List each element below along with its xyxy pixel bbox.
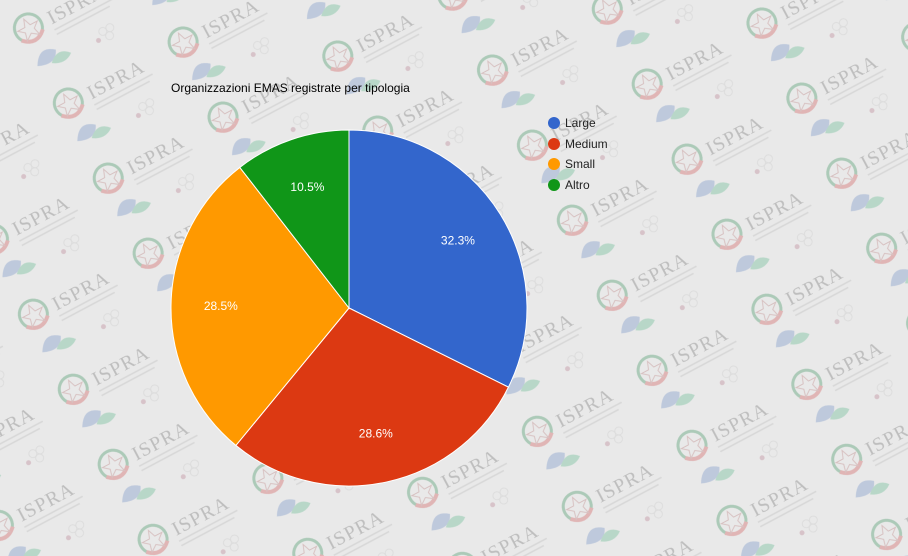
legend-item-medium[interactable]: Medium (548, 134, 608, 155)
legend-item-large[interactable]: Large (548, 113, 608, 134)
legend-dot-icon (548, 158, 560, 171)
pie-slice-small[interactable] (170, 166, 350, 447)
pie-slice-medium[interactable] (235, 307, 510, 487)
pie-slice-large[interactable] (348, 129, 528, 388)
chart-title: Organizzazioni EMAS registrate per tipol… (171, 81, 410, 95)
slice-percent-label: 10.5% (290, 180, 324, 194)
legend-label: Small (565, 157, 596, 172)
pie-slice-altro[interactable] (239, 129, 350, 310)
slice-percent-label: 28.6% (359, 426, 393, 440)
pie-slice-labels: 32.3% 28.6% 28.5% 10.5% (204, 180, 475, 441)
legend: Large Medium Small Altro (548, 113, 608, 195)
slice-percent-label: 32.3% (441, 233, 475, 247)
legend-item-small[interactable]: Small (548, 154, 608, 175)
pie-slices (170, 129, 528, 487)
legend-dot-icon (548, 137, 560, 150)
legend-item-altro[interactable]: Altro (548, 175, 608, 196)
slice-percent-label: 28.5% (204, 299, 238, 313)
legend-dot-icon (548, 178, 560, 191)
legend-label: Medium (565, 136, 608, 151)
legend-dot-icon (548, 117, 560, 130)
legend-label: Altro (565, 177, 590, 192)
legend-label: Large (565, 116, 596, 131)
